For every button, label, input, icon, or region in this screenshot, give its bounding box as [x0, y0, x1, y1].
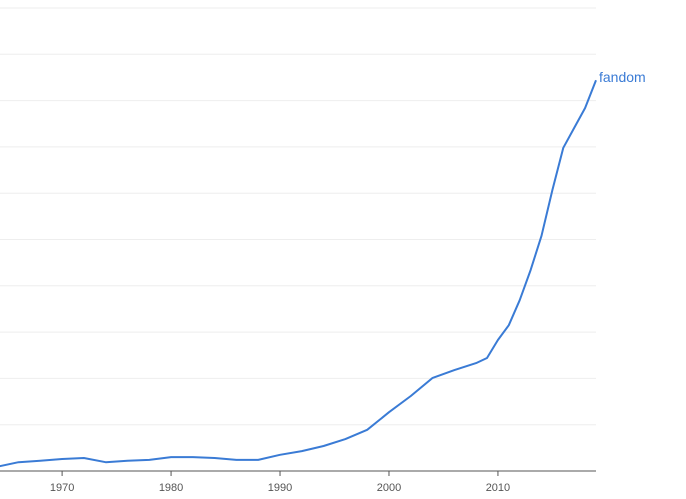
x-tick-label: 1990: [268, 482, 292, 494]
x-tick-label: 2000: [377, 482, 401, 494]
x-tick-label: 2010: [486, 482, 510, 494]
x-tick-label: 1970: [50, 482, 74, 494]
series-line: [0, 79, 597, 468]
x-tick-label: 1980: [159, 482, 183, 494]
series-label: fandom: [599, 69, 646, 85]
